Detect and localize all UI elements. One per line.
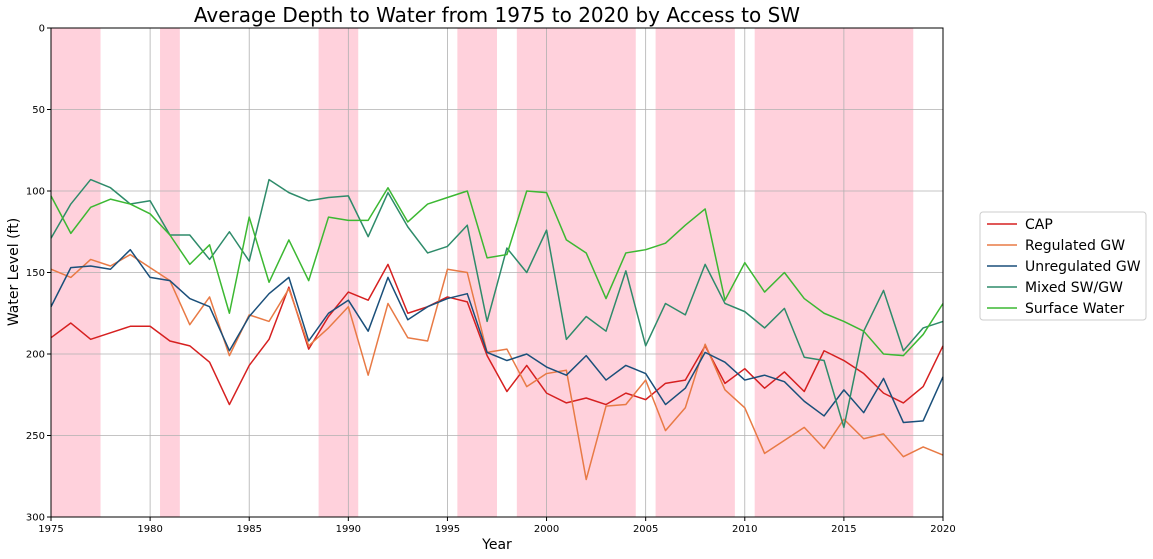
series-line-3 [50, 178, 944, 429]
x-tick-label-2: 1985 [236, 524, 261, 535]
series-line-4 [50, 186, 944, 357]
legend-label-3: Mixed SW/GW [1025, 280, 1123, 296]
y-tick-label-5: 250 [26, 431, 45, 442]
x-tick-label-8: 2015 [831, 524, 856, 535]
x-tick-label-9: 2020 [930, 524, 955, 535]
legend-label-0: CAP [1025, 217, 1053, 233]
y-axis-label: Water Level (ft) [6, 218, 22, 326]
y-axis-ticks: 0 50 100 150 200 250 300 [26, 24, 51, 524]
y-tick-label-2: 100 [26, 187, 45, 198]
series-lines [50, 178, 944, 481]
legend: CAP Regulated GW Unregulated GW Mixed SW/GW… [979, 211, 1147, 321]
x-tick-label-3: 1990 [336, 524, 361, 535]
x-tick-label-7: 2010 [732, 524, 757, 535]
y-tick-label-4: 200 [26, 350, 45, 361]
legend-label-4: Surface Water [1025, 301, 1124, 317]
x-tick-label-0: 1975 [38, 524, 63, 535]
x-axis-label: Year [481, 537, 512, 553]
x-tick-label-6: 2005 [633, 524, 658, 535]
y-tick-label-0: 0 [39, 24, 45, 35]
chart-title: Average Depth to Water from 1975 to 2020… [194, 3, 800, 27]
legend-label-1: Regulated GW [1025, 238, 1125, 254]
x-tick-label-1: 1980 [137, 524, 162, 535]
y-tick-label-6: 300 [26, 513, 45, 524]
series-line-0 [50, 263, 944, 406]
series-line-1 [50, 253, 944, 481]
y-tick-label-1: 50 [32, 105, 45, 116]
series-line-2 [50, 248, 944, 424]
x-tick-label-5: 2000 [534, 524, 559, 535]
x-axis-ticks: 1975 1980 1985 1990 1995 2000 2005 2010 2015 2020 [38, 517, 956, 535]
legend-label-2: Unregulated GW [1025, 259, 1141, 275]
y-tick-label-3: 150 [26, 268, 45, 279]
x-tick-label-4: 1995 [435, 524, 460, 535]
legend-frame [979, 211, 1147, 321]
